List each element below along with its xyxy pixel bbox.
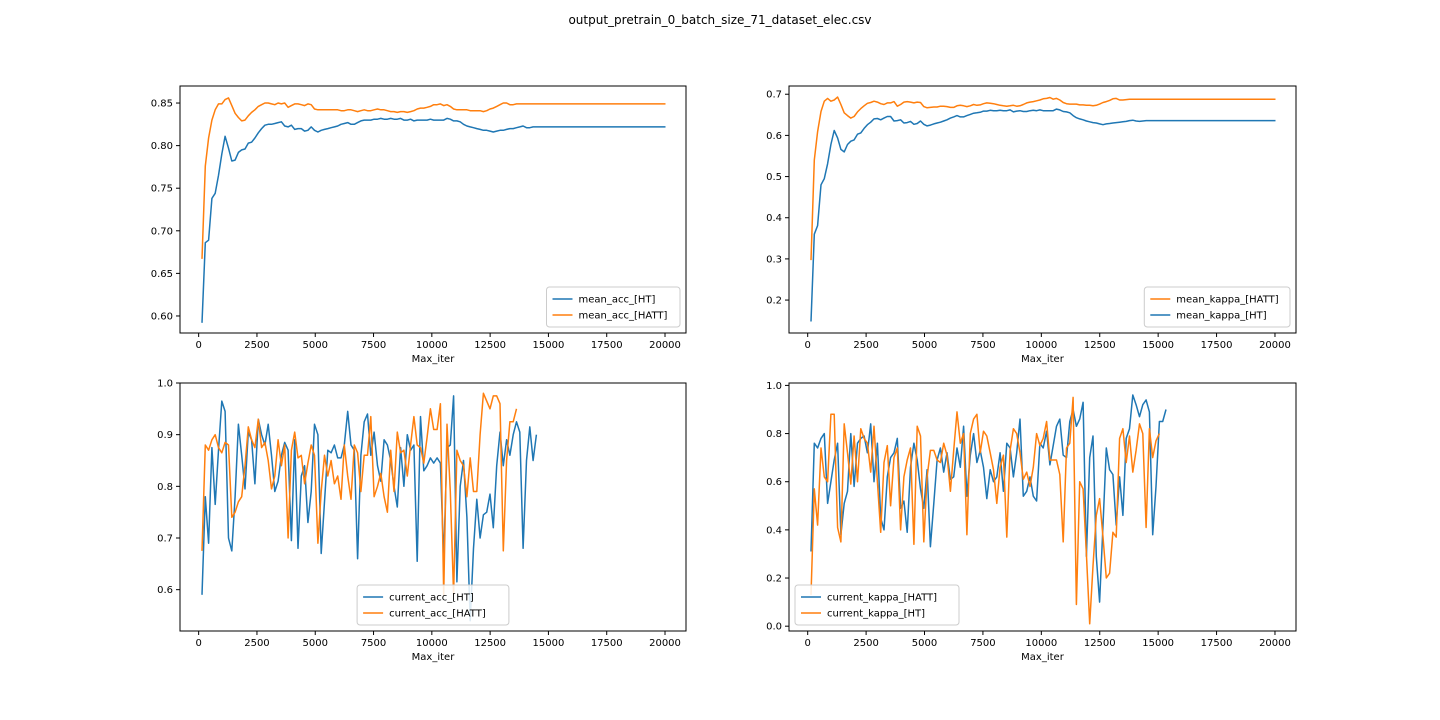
y-tick-label: 0.4	[766, 213, 782, 224]
y-tick-label: 0.5	[766, 172, 782, 183]
x-axis-label: Max_iter	[412, 354, 456, 365]
x-tick-label: 10000	[1025, 340, 1057, 351]
x-tick-label: 15000	[1142, 638, 1174, 649]
x-tick-label: 12500	[1084, 638, 1116, 649]
y-tick-label: 0.65	[151, 269, 173, 280]
y-tick-label: 0.8	[157, 482, 173, 493]
legend-box	[546, 286, 681, 328]
y-tick-label: 0.8	[766, 429, 782, 440]
legend-box	[794, 584, 960, 626]
axes-frame	[179, 85, 687, 334]
series-line-mean_kappa_[HATT]	[810, 96, 1276, 261]
y-tick-label: 1.0	[157, 379, 173, 390]
legend-label: current_kappa_[HT]	[827, 609, 925, 620]
legend-label: mean_acc_[HT]	[579, 295, 656, 306]
figure-suptitle: output_pretrain_0_batch_size_71_dataset_…	[568, 13, 871, 27]
y-tick-label: 0.2	[766, 296, 782, 307]
x-tick-label: 5000	[912, 340, 937, 351]
x-tick-label: 5000	[303, 638, 328, 649]
x-tick-label: 2500	[244, 638, 269, 649]
legend: current_acc_[HT] current_acc_[HATT]	[356, 584, 510, 626]
legend-box	[1143, 286, 1291, 328]
legend: mean_kappa_[HATT] mean_kappa_[HT]	[1143, 286, 1291, 328]
y-tick-label: 0.3	[766, 254, 782, 265]
x-tick-label: 20000	[1259, 638, 1291, 649]
x-axis-label: Max_iter	[412, 652, 456, 663]
x-tick-label: 5000	[303, 340, 328, 351]
x-axis-label: Max_iter	[1021, 652, 1065, 663]
y-tick-label: 0.60	[151, 311, 173, 322]
y-tick-label: 1.0	[766, 381, 782, 392]
x-tick-label: 7500	[970, 638, 995, 649]
x-tick-label: 0	[805, 340, 811, 351]
x-tick-label: 17500	[1201, 340, 1233, 351]
x-tick-label: 2500	[853, 340, 878, 351]
axes-frame	[788, 85, 1297, 334]
x-tick-label: 10000	[1025, 638, 1057, 649]
series-line-current_acc_[HATT]	[201, 392, 518, 596]
y-tick-label: 0.4	[766, 525, 782, 536]
subplot-3: 0 2500 5000 7500 10000 12500 15000 17500 20000 0.…	[157, 379, 687, 663]
series-line-mean_acc_[HATT]	[201, 97, 666, 259]
x-tick-label: 12500	[474, 638, 506, 649]
subplot-1: 0 2500 5000 7500 10000 12500 15000 17500 20000 0.…	[151, 85, 687, 365]
y-tick-label: 0.2	[766, 574, 782, 585]
legend-box	[356, 584, 510, 626]
series-line-mean_kappa_[HT]	[810, 108, 1276, 322]
x-tick-label: 2500	[853, 638, 878, 649]
legend-label: mean_kappa_[HT]	[1176, 311, 1266, 322]
x-tick-label: 17500	[591, 638, 623, 649]
x-tick-label: 15000	[533, 340, 565, 351]
x-tick-label: 20000	[1259, 340, 1291, 351]
y-tick-label: 0.85	[151, 99, 173, 110]
series-line-current_kappa_[HATT]	[810, 394, 1167, 603]
x-tick-label: 7500	[361, 340, 386, 351]
y-tick-label: 0.6	[766, 477, 782, 488]
y-tick-label: 0.0	[766, 622, 782, 633]
subplot-4: 0 2500 5000 7500 10000 12500 15000 17500 20000 0.…	[766, 381, 1297, 663]
x-tick-label: 7500	[970, 340, 995, 351]
axes-frame	[179, 382, 687, 632]
y-tick-label: 0.6	[766, 131, 782, 142]
x-tick-label: 2500	[244, 340, 269, 351]
y-tick-label: 0.9	[157, 430, 173, 441]
axes-frame	[788, 382, 1297, 632]
x-tick-label: 10000	[416, 340, 448, 351]
x-tick-label: 12500	[474, 340, 506, 351]
x-tick-label: 5000	[912, 638, 937, 649]
x-axis-label: Max_iter	[1021, 354, 1065, 365]
x-tick-label: 17500	[1201, 638, 1233, 649]
y-tick-label: 0.75	[151, 184, 173, 195]
x-tick-label: 0	[805, 638, 811, 649]
y-tick-label: 0.80	[151, 141, 173, 152]
x-tick-label: 17500	[591, 340, 623, 351]
legend-label: mean_kappa_[HATT]	[1176, 295, 1278, 306]
x-tick-label: 15000	[533, 638, 565, 649]
legend: current_kappa_[HATT] current_kappa_[HT]	[794, 584, 960, 626]
y-tick-label: 0.7	[766, 90, 782, 101]
y-tick-label: 0.7	[157, 534, 173, 545]
x-tick-label: 0	[195, 638, 201, 649]
legend-label: current_acc_[HATT]	[389, 609, 486, 620]
x-tick-label: 20000	[649, 340, 681, 351]
subplot-2: 0 2500 5000 7500 10000 12500 15000 17500 20000 0.…	[766, 85, 1297, 365]
series-line-mean_acc_[HT]	[201, 117, 666, 323]
legend-label: mean_acc_[HATT]	[579, 311, 668, 322]
y-tick-label: 0.70	[151, 226, 173, 237]
x-tick-label: 0	[195, 340, 201, 351]
series-line-current_kappa_[HT]	[810, 396, 1161, 625]
x-tick-label: 10000	[416, 638, 448, 649]
x-tick-label: 12500	[1084, 340, 1116, 351]
x-tick-label: 15000	[1142, 340, 1174, 351]
legend: mean_acc_[HT] mean_acc_[HATT]	[546, 286, 681, 328]
x-tick-label: 20000	[649, 638, 681, 649]
y-tick-label: 0.6	[157, 585, 173, 596]
x-tick-label: 7500	[361, 638, 386, 649]
legend-label: current_kappa_[HATT]	[827, 593, 937, 604]
legend-label: current_acc_[HT]	[389, 593, 474, 604]
